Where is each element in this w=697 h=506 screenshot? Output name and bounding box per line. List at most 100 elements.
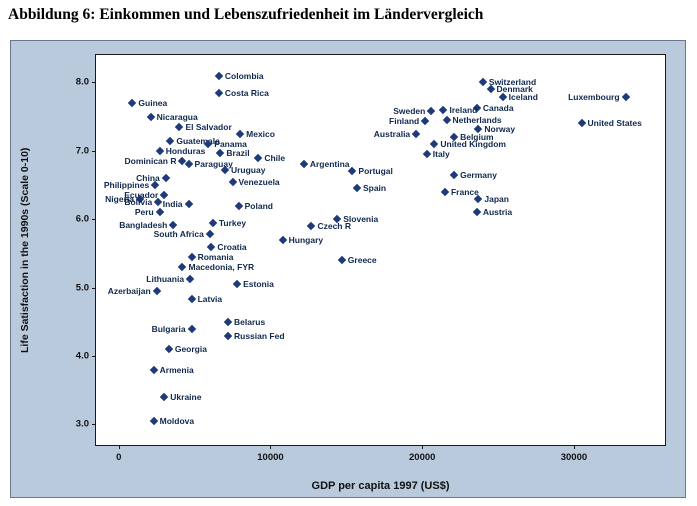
x-tick-label: 10000 <box>257 452 284 463</box>
diamond-marker-icon <box>187 295 196 304</box>
diamond-marker-icon <box>155 208 164 217</box>
diamond-marker-icon <box>472 208 482 217</box>
country-label: Bangladesh <box>119 219 168 230</box>
diamond-marker-icon <box>155 146 164 156</box>
diamond-marker-icon <box>427 106 436 116</box>
diamond-marker-icon <box>128 98 137 108</box>
diamond-marker-icon <box>474 194 483 203</box>
diamond-marker-icon <box>161 173 171 183</box>
country-label: Uruguay <box>230 164 266 175</box>
country-label: Dominican R <box>124 155 177 166</box>
country-label: Panama <box>214 138 247 149</box>
country-label: Mexico <box>246 128 275 139</box>
country-label: Latvia <box>197 294 223 304</box>
country-label: Russian Fed <box>234 330 285 341</box>
country-label: Ecuador <box>124 190 159 200</box>
country-label: Norway <box>484 123 516 134</box>
diamond-marker-icon <box>422 149 432 159</box>
country-label: Poland <box>244 200 273 211</box>
x-tick-label: 20000 <box>409 452 436 463</box>
country-label: Italy <box>432 148 450 159</box>
diamond-marker-icon <box>216 148 225 158</box>
country-label: Nigeria <box>105 193 134 204</box>
diamond-marker-icon <box>185 275 195 284</box>
diamond-marker-icon <box>223 331 233 340</box>
country-label: South Africa <box>153 229 204 239</box>
country-label: Azerbaijan <box>107 285 151 296</box>
country-label: Bulgaria <box>151 323 186 334</box>
country-label: Bolivia <box>124 196 153 207</box>
diamond-marker-icon <box>164 344 174 354</box>
diamond-marker-icon <box>621 93 630 102</box>
country-label: Guatemala <box>176 135 220 146</box>
country-label: Guinea <box>138 97 168 108</box>
country-label: Germany <box>460 169 497 180</box>
country-label: Honduras <box>165 145 206 156</box>
diamond-marker-icon <box>223 317 233 327</box>
country-label: Spain <box>362 183 387 194</box>
diamond-marker-icon <box>577 119 586 128</box>
diamond-marker-icon <box>178 262 187 272</box>
country-label: Macedonia, FYR <box>188 261 255 272</box>
country-label: Romania <box>197 251 234 262</box>
plot-area: 0 10000 20000 30000 3.0 4.0 5.0 6.0 7.0 8.0 Colomb… <box>76 54 666 463</box>
diamond-marker-icon <box>449 170 459 179</box>
diamond-marker-icon <box>214 88 224 97</box>
country-label: Sweden <box>393 105 426 116</box>
country-label: United States <box>587 118 642 129</box>
country-label: Luxembourg <box>568 92 620 103</box>
diamond-marker-icon <box>234 201 243 210</box>
diamond-marker-icon <box>184 199 193 209</box>
y-tick-mark <box>92 150 96 152</box>
x-tick-label: 30000 <box>560 452 588 463</box>
country-label: Ukraine <box>170 391 202 402</box>
x-tick-mark <box>118 445 120 449</box>
diamond-marker-icon <box>166 136 175 145</box>
diamond-marker-icon <box>337 256 347 265</box>
y-tick-mark <box>92 82 96 84</box>
country-label: Lithuania <box>146 274 185 285</box>
country-label: Belgium <box>460 131 494 142</box>
country-label: El Salvador <box>185 121 232 132</box>
x-axis-title: GDP per capita 1997 (US$) <box>311 480 450 492</box>
y-axis-title: Life Satisfaction in the 1990s (Scale 0-… <box>19 147 31 353</box>
chart-panel: Life Satisfaction in the 1990s (Scale 0-… <box>10 40 686 498</box>
y-tick-label: 5.0 <box>75 282 89 294</box>
country-label: Iceland <box>508 92 538 103</box>
y-tick-mark <box>92 287 96 289</box>
country-label: Croatia <box>217 241 247 252</box>
y-tick-label: 3.0 <box>75 418 89 430</box>
country-label: Moldova <box>159 415 195 426</box>
diamond-marker-icon <box>187 252 196 262</box>
country-label: Argentina <box>309 159 350 170</box>
country-label: Belarus <box>234 316 266 327</box>
x-tick-mark <box>422 445 424 449</box>
diamond-marker-icon <box>442 115 451 125</box>
country-label: Venezuela <box>238 176 280 187</box>
y-tick-mark <box>92 219 96 221</box>
country-label: Denmark <box>496 83 533 94</box>
country-label: Nicaragua <box>156 111 198 122</box>
diamond-marker-icon <box>439 105 448 114</box>
diamond-marker-icon <box>146 112 155 121</box>
diamond-marker-icon <box>411 129 421 138</box>
figure-caption: Abbildung 6: Einkommen und Lebenszufried… <box>8 6 484 23</box>
country-label: Czech R <box>317 220 351 231</box>
country-label: Brazil <box>226 147 250 158</box>
diamond-marker-icon <box>232 279 242 289</box>
diamond-marker-icon <box>208 218 218 227</box>
diamond-marker-icon <box>348 167 357 176</box>
diamond-marker-icon <box>187 324 196 333</box>
diamond-marker-icon <box>421 116 430 125</box>
country-label: Costa Rica <box>224 87 269 98</box>
country-label: Ireland <box>449 104 478 115</box>
country-label: Austria <box>482 207 513 218</box>
y-tick-label: 8.0 <box>75 76 89 88</box>
country-label: Japan <box>484 193 509 204</box>
diamond-marker-icon <box>299 160 309 169</box>
diamond-marker-icon <box>169 220 178 229</box>
country-label: United Kingdom <box>440 138 506 149</box>
diamond-marker-icon <box>278 235 287 244</box>
diamond-marker-icon <box>207 242 216 251</box>
country-label: Philippines <box>103 179 150 190</box>
